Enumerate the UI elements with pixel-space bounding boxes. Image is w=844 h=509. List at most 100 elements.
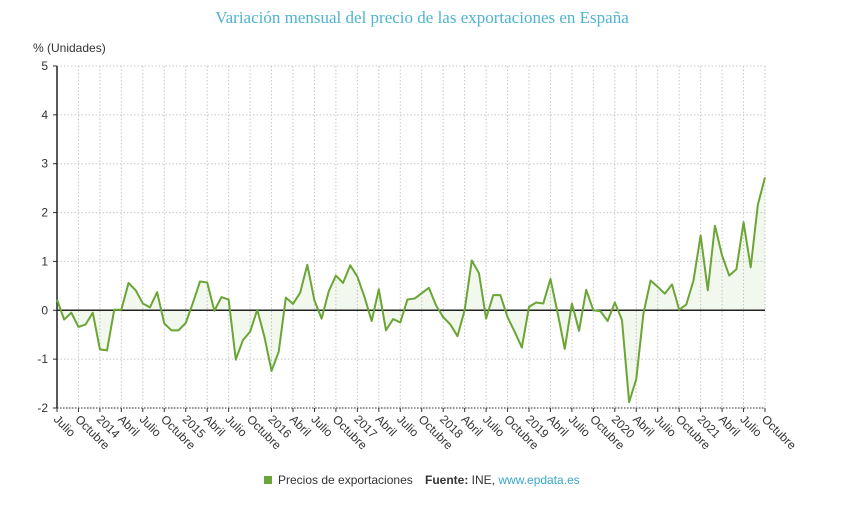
y-tick-label: -2 (37, 401, 48, 415)
data-point (564, 348, 566, 350)
x-tick-label: Julio (566, 412, 594, 440)
data-point (399, 322, 401, 324)
data-point (321, 318, 323, 320)
data-point (700, 235, 702, 237)
data-point (507, 316, 509, 318)
data-point (185, 322, 187, 324)
data-point (271, 370, 273, 372)
data-point (70, 312, 72, 314)
legend-swatch (264, 476, 272, 484)
data-point (464, 309, 466, 311)
data-point (56, 299, 58, 301)
data-point (256, 309, 258, 311)
data-point (220, 296, 222, 298)
data-point (242, 339, 244, 341)
series-area (57, 177, 765, 403)
data-point (714, 225, 716, 227)
data-point (414, 298, 416, 300)
data-point (707, 289, 709, 291)
data-point (349, 264, 351, 266)
data-point (492, 294, 494, 296)
data-point (292, 303, 294, 305)
x-tick-label: Abril (544, 412, 571, 439)
data-point (650, 279, 652, 281)
data-point (192, 302, 194, 304)
data-point (77, 326, 79, 328)
data-point (299, 292, 301, 294)
data-point (92, 312, 94, 314)
data-point (528, 306, 530, 308)
data-point (364, 296, 366, 298)
data-point (428, 287, 430, 289)
data-point (120, 309, 122, 311)
y-axis-label: % (Unidades) (33, 41, 106, 55)
data-point (549, 278, 551, 280)
data-point (592, 309, 594, 311)
data-point (199, 280, 201, 282)
source-label: Fuente: (425, 473, 469, 487)
data-point (99, 348, 101, 350)
data-point (113, 309, 115, 311)
data-point (578, 330, 580, 332)
data-point (228, 299, 230, 301)
data-point (557, 312, 559, 314)
data-point (600, 310, 602, 312)
x-tick-label: Octubre (759, 412, 799, 452)
y-tick-label: -1 (37, 352, 48, 366)
data-point (156, 291, 158, 293)
x-tick-label: Julio (308, 412, 336, 440)
data-point (542, 302, 544, 304)
y-tick-label: 5 (41, 59, 48, 73)
data-point (392, 318, 394, 320)
x-tick-label: Abril (373, 412, 400, 439)
data-point (614, 301, 616, 303)
data-point (206, 281, 208, 283)
x-tick-label: Julio (51, 412, 79, 440)
data-point (335, 275, 337, 277)
data-point (170, 329, 172, 331)
data-point (313, 300, 315, 302)
data-point (757, 204, 759, 206)
data-point (285, 297, 287, 299)
data-point (356, 276, 358, 278)
data-point (685, 303, 687, 305)
data-point (692, 279, 694, 281)
x-tick-label: Julio (737, 412, 765, 440)
data-point (499, 294, 501, 296)
data-point (135, 289, 137, 291)
data-point (342, 282, 344, 284)
data-point (571, 302, 573, 304)
x-tick-label: Julio (480, 412, 508, 440)
data-point (485, 318, 487, 320)
data-point (213, 310, 215, 312)
data-point (142, 302, 144, 304)
data-point (163, 322, 165, 324)
data-point (406, 299, 408, 301)
x-tick-label: Abril (459, 412, 486, 439)
x-tick-label: Abril (716, 412, 743, 439)
data-point (671, 283, 673, 285)
data-point (385, 329, 387, 331)
data-point (750, 266, 752, 268)
data-point (635, 378, 637, 380)
data-point (764, 176, 766, 178)
x-tick-label: Abril (115, 412, 142, 439)
x-tick-label: Julio (137, 412, 165, 440)
legend[interactable]: Precios de exportaciones (264, 473, 413, 487)
y-tick-label: 1 (41, 254, 48, 268)
source-link[interactable]: www.epdata.es (498, 473, 580, 487)
data-point (456, 335, 458, 337)
chart-title: Variación mensual del precio de las expo… (215, 8, 629, 27)
data-point (514, 331, 516, 333)
data-point (471, 259, 473, 261)
data-point (63, 319, 65, 321)
data-point (657, 286, 659, 288)
data-point (263, 336, 265, 338)
x-tick-label: Julio (652, 412, 680, 440)
series-line (56, 177, 766, 404)
legend-label: Precios de exportaciones (278, 473, 413, 487)
data-point (128, 282, 130, 284)
data-point (678, 309, 680, 311)
data-point (478, 272, 480, 274)
data-point (521, 346, 523, 348)
